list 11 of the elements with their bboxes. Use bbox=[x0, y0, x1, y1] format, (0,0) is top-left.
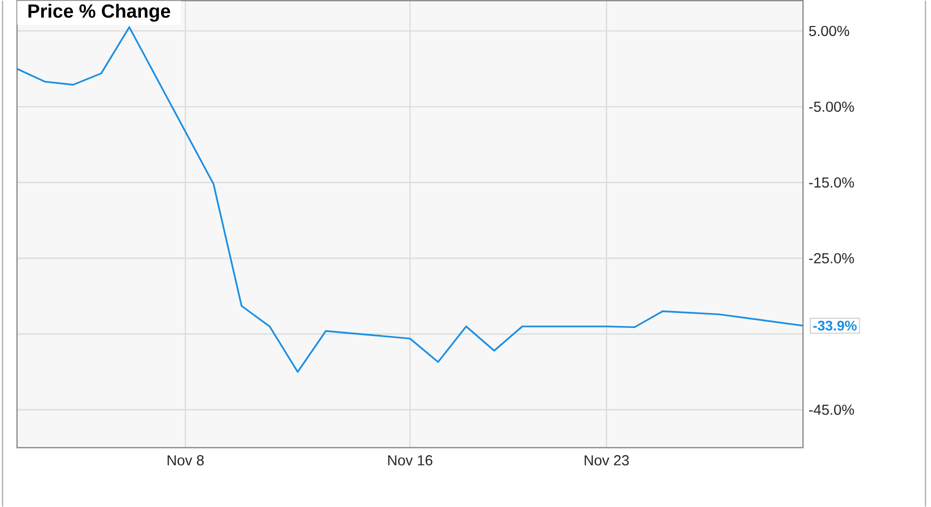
y-tick-label: -5.00% bbox=[809, 101, 854, 112]
y-tick-label: -25.0% bbox=[809, 252, 854, 264]
data-label: -33.9% bbox=[813, 320, 857, 331]
y-tick-label: -45.0% bbox=[809, 404, 854, 415]
chart-title: Price % Change bbox=[28, 4, 170, 22]
x-tick-label: Nov 16 bbox=[388, 455, 432, 466]
x-tick-label: Nov 23 bbox=[584, 455, 629, 466]
y-tick-label: -15.0% bbox=[809, 177, 854, 188]
line-series bbox=[16, 26, 804, 373]
x-tick-label: Nov 8 bbox=[168, 455, 204, 466]
y-tick-label: 5.00% bbox=[809, 26, 850, 36]
